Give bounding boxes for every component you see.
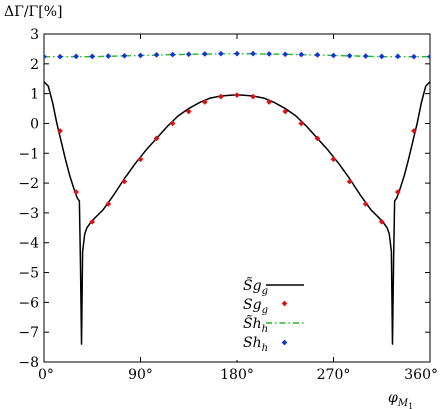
data-point (153, 135, 160, 142)
data-point (330, 52, 337, 59)
legend-label-sg-tilde: S̃gg (243, 276, 268, 297)
y-tick-label: −7 (18, 325, 39, 341)
legend-background (232, 266, 312, 360)
data-point (362, 53, 369, 59)
data-point (314, 52, 321, 58)
x-tick-label: 90° (128, 367, 153, 383)
data-point (169, 120, 176, 127)
data-point (105, 53, 112, 59)
data-point (346, 178, 353, 185)
x-axis-title: φM1 (388, 390, 413, 409)
data-point (234, 50, 240, 57)
legend-entry-sh: Shh (243, 335, 288, 354)
axis-ticks (43, 33, 431, 363)
y-tick-label: −8 (18, 355, 39, 371)
y-tick-label: 0 (30, 116, 39, 132)
data-point (218, 50, 224, 57)
data-point (137, 156, 144, 163)
data-point (137, 52, 144, 59)
data-point (250, 93, 256, 100)
legend-label-sh-tilde-base: S̃h (243, 314, 262, 332)
legend-entry-sh-tilde: S̃hh (243, 314, 304, 335)
legend-entry-sg: Sgg (243, 297, 288, 316)
data-point (411, 53, 417, 60)
data-point (202, 51, 208, 57)
legend-label-sh-base: Sh (243, 335, 262, 351)
y-tick-label: −5 (18, 266, 39, 282)
data-point (73, 189, 79, 195)
x-tick-label: 360° (404, 367, 438, 383)
data-point (121, 178, 128, 185)
data-point (57, 53, 63, 60)
data-point (362, 201, 369, 207)
y-tick-label: −4 (18, 236, 39, 252)
data-point (346, 52, 353, 59)
data-point (282, 51, 289, 58)
legend-swatch-sh (281, 339, 288, 346)
y-axis-title: ΔΓ/Γ[%] (4, 4, 62, 20)
data-point (105, 201, 112, 207)
y-tick-label: 2 (30, 57, 39, 73)
data-point (89, 219, 96, 225)
series-sh-points (44, 50, 430, 60)
y-tick-label: −3 (18, 206, 39, 222)
legend-swatch-sg (281, 300, 288, 307)
data-point (378, 53, 385, 60)
data-point (330, 156, 337, 163)
legend-label-sg-tilde-base: S̃g (243, 276, 262, 294)
data-point (169, 51, 176, 58)
data-point (395, 53, 401, 60)
data-point (73, 53, 79, 60)
data-point (234, 92, 240, 98)
x-axis-title-subscript: M (397, 398, 409, 409)
axis-tick-labels: 0° 90° 180° 270° 360° 3 2 1 0 −1 −2 −3 −4 −5 −6 −7 −8 (18, 27, 438, 383)
data-point (121, 52, 128, 59)
legend-label-sg: Sgg (243, 297, 268, 316)
legend: S̃gg Sgg S̃hh Shh (232, 266, 312, 360)
data-point (282, 108, 289, 115)
data-point (250, 50, 256, 57)
data-point (185, 108, 192, 115)
data-point (378, 219, 385, 225)
data-point (218, 93, 224, 100)
data-point (411, 128, 417, 134)
data-point (266, 51, 272, 57)
x-tick-label: 270° (317, 367, 351, 383)
data-point (298, 120, 305, 127)
data-point (395, 189, 401, 195)
legend-label-sg-base: Sg (243, 297, 262, 313)
data-point (298, 51, 305, 58)
data-point (314, 135, 321, 142)
y-tick-label: −1 (18, 146, 39, 162)
data-point (427, 53, 430, 60)
x-tick-label: 180° (220, 367, 254, 383)
series-sg-points (57, 92, 417, 225)
legend-label-sh: Shh (243, 335, 268, 354)
data-point (185, 51, 192, 58)
data-point (44, 53, 47, 60)
y-tick-label: 3 (30, 27, 39, 43)
data-point (153, 52, 160, 58)
legend-entry-sg-tilde: S̃gg (243, 276, 304, 297)
legend-label-sh-tilde: S̃hh (243, 314, 268, 335)
y-tick-label: 1 (30, 87, 39, 103)
y-tick-label: −2 (18, 176, 39, 192)
x-tick-label: 0° (38, 367, 54, 383)
data-point (89, 53, 96, 60)
y-tick-label: −6 (18, 295, 39, 311)
